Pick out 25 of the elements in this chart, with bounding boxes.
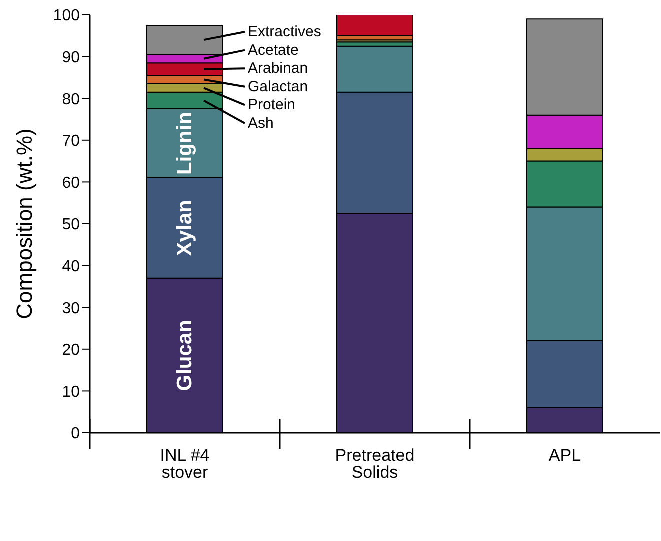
x-tick-label: APL [548, 446, 582, 466]
y-tick-label: 10 [62, 384, 80, 401]
x-tick-label: INL #4 stover [160, 446, 210, 482]
y-tick-label: 60 [62, 174, 80, 192]
series-label: Glucan [174, 320, 196, 392]
y-tick-label: 100 [53, 8, 80, 25]
x-tick-label: Pretreated Solids [335, 446, 415, 482]
series-label: Lignin [174, 112, 196, 176]
y-tick-label: 80 [62, 91, 80, 108]
legend-label: Galactan [248, 78, 308, 96]
y-tick-label: 0 [71, 426, 80, 443]
y-axis-title: Composition (wt.%) [12, 128, 37, 320]
bar [336, 15, 414, 36]
y-tick-label: 70 [62, 133, 80, 150]
legend-label: Extractives [248, 24, 322, 40]
legend-label: Protein [248, 96, 296, 114]
y-tick-label: 40 [62, 258, 80, 276]
series-label: Ash [248, 115, 274, 132]
y-tick-label: 90 [62, 49, 80, 66]
legend-label: Arabinan [248, 60, 308, 78]
y-tick-label: 30 [62, 300, 80, 318]
legend-label: Acetate [248, 42, 299, 59]
series-label: Xylan [174, 200, 196, 256]
y-tick-label: 20 [62, 342, 80, 360]
y-tick-label: 50 [62, 216, 80, 234]
